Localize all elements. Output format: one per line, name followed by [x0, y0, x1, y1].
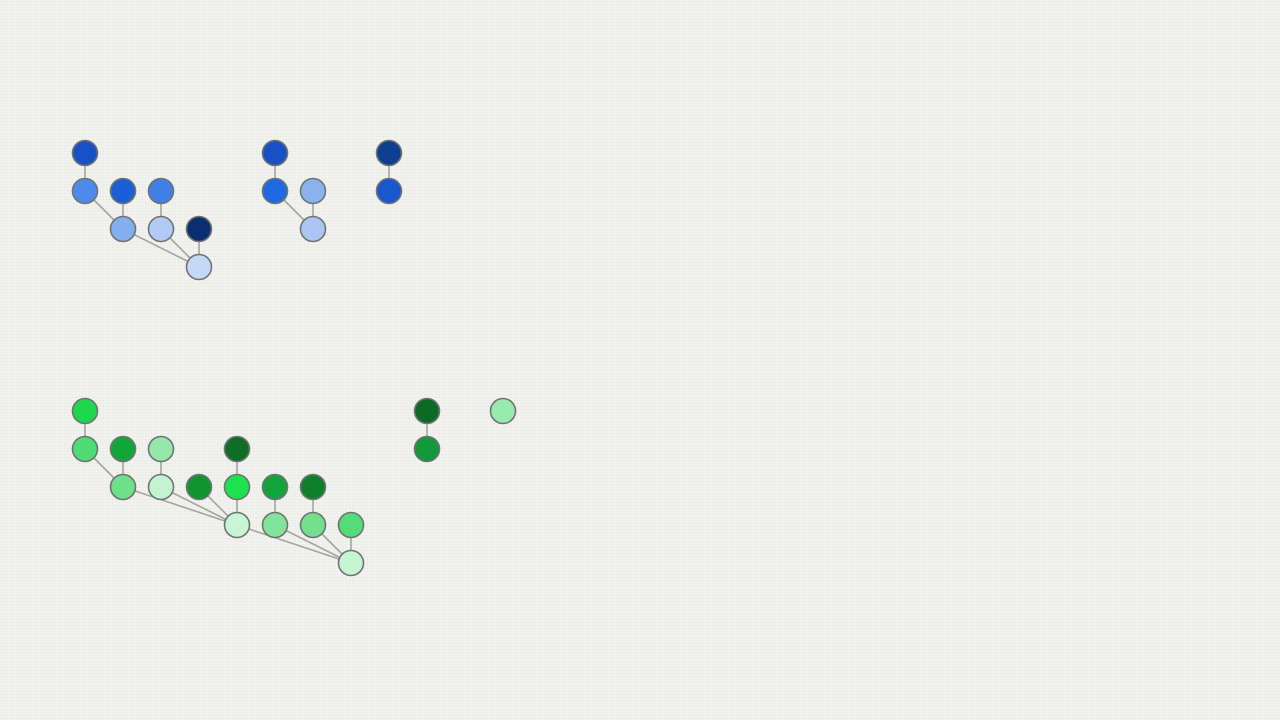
tree-node-green-forest-0-2 [299, 511, 327, 539]
tree-node-green-forest-0-0-3 [223, 473, 251, 501]
tree-node-green-forest-0-0-2 [185, 473, 213, 501]
tree-edge [160, 486, 238, 526]
tree-node-blue-forest-1 [299, 215, 327, 243]
tree-node-blue-forest-0-1-0 [147, 177, 175, 205]
tree-node-blue-forest-0-1 [147, 215, 175, 243]
tree-node-green-forest-0-0-3-0 [223, 435, 251, 463]
tree-edge [274, 524, 352, 564]
node-layer [71, 139, 517, 577]
tree-node-green-forest-1 [413, 435, 441, 463]
tree-node-blue-forest-0-2 [185, 215, 213, 243]
tree-node-green-forest-0-0-0-0 [71, 435, 99, 463]
tree-node-blue-forest-0 [185, 253, 213, 281]
tree-edge [122, 228, 200, 268]
tree-edge [122, 486, 238, 526]
tree-node-green-forest-2 [489, 397, 517, 425]
tree-node-blue-forest-2-0 [375, 139, 403, 167]
tree-node-green-forest-0-0-1-0 [147, 435, 175, 463]
tree-node-green-forest-0-0-0-0-0 [71, 397, 99, 425]
tree-node-blue-forest-0-0-0-0 [71, 139, 99, 167]
tree-node-green-forest-0-2-0 [299, 473, 327, 501]
tree-node-green-forest-0-1-0 [261, 473, 289, 501]
edge-layer [84, 153, 428, 564]
tree-node-green-forest-0-0-0-1 [109, 435, 137, 463]
tree-node-blue-forest-0-0 [109, 215, 137, 243]
tree-node-blue-forest-1-1 [299, 177, 327, 205]
tree-node-green-forest-0-0 [223, 511, 251, 539]
tree-node-blue-forest-2 [375, 177, 403, 205]
tree-node-green-forest-0-0-1 [147, 473, 175, 501]
tree-node-green-forest-0-0-0 [109, 473, 137, 501]
tree-node-green-forest-0-3 [337, 511, 365, 539]
tree-node-green-forest-1-0 [413, 397, 441, 425]
tree-node-blue-forest-1-0 [261, 177, 289, 205]
tree-node-blue-forest-0-0-0 [71, 177, 99, 205]
tree-node-blue-forest-0-0-1 [109, 177, 137, 205]
tree-edge [236, 524, 352, 564]
tree-node-blue-forest-1-0-0 [261, 139, 289, 167]
tree-node-green-forest-0-1 [261, 511, 289, 539]
tree-node-green-forest-0 [337, 549, 365, 577]
